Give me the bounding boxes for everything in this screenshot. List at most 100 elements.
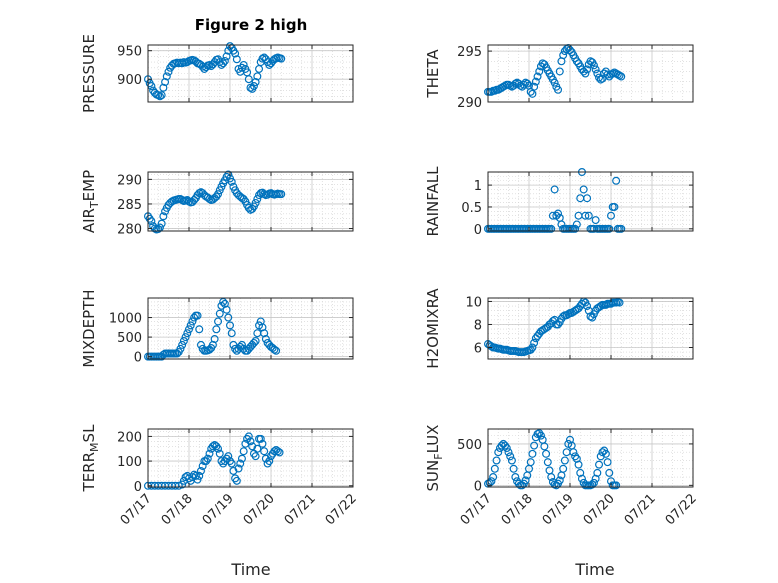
subplot-mixdepth: 0 500 1000 MIXDEPTH — [80, 289, 354, 368]
data-point — [574, 460, 583, 469]
data-point — [511, 473, 520, 482]
y-tick-label: 8 — [474, 318, 482, 333]
y-tick-label: 900 — [117, 73, 142, 88]
data-point — [528, 89, 537, 98]
y-axis-label: THETA — [424, 49, 442, 99]
data-point — [265, 457, 274, 466]
data-point — [212, 325, 221, 334]
data-point — [555, 67, 564, 76]
data-point — [210, 335, 219, 344]
y-axis-label: PRESSURE — [80, 34, 98, 113]
data-point — [550, 78, 559, 87]
data-point — [506, 81, 515, 90]
data-point — [536, 431, 545, 440]
y-tick-label: 280 — [117, 223, 142, 238]
data-point — [227, 177, 236, 186]
data-point — [511, 79, 520, 88]
data-point — [196, 340, 205, 349]
y-tick-label: 0 — [134, 351, 142, 366]
data-point — [205, 449, 214, 458]
data-point — [576, 468, 585, 477]
data-point — [231, 49, 240, 58]
data-point — [224, 452, 233, 461]
data-point — [270, 447, 279, 456]
data-point — [588, 480, 597, 489]
data-point — [591, 65, 600, 74]
y-axis-label: SUNFLUX — [424, 425, 445, 492]
data-point — [234, 464, 243, 473]
data-point — [560, 456, 569, 465]
data-point — [220, 56, 229, 65]
data-point — [246, 437, 255, 446]
data-point — [564, 310, 573, 319]
data-point — [591, 474, 600, 483]
data-point — [179, 337, 188, 346]
data-point — [605, 224, 614, 233]
data-point — [159, 83, 168, 92]
data-point — [251, 78, 260, 87]
data-point — [572, 220, 581, 229]
y-tick-label: 100 — [117, 455, 142, 470]
y-axis-label: H2OMIXRA — [424, 288, 442, 369]
y-tick-label: 10 — [465, 295, 482, 310]
data-point — [272, 346, 281, 355]
y-tick-label: 950 — [117, 45, 142, 60]
data-point — [595, 73, 604, 82]
data-point — [528, 343, 537, 352]
data-point — [530, 338, 539, 347]
data-point — [583, 194, 592, 203]
subplot-h2omixra: 6 8 10 H2OMIXRA — [424, 288, 694, 369]
x-axis-label-left: Time — [230, 560, 270, 579]
data-point — [540, 442, 549, 451]
data-point — [606, 211, 615, 220]
data-point — [185, 325, 194, 334]
data-point — [579, 185, 588, 194]
y-tick-label: 290 — [117, 173, 142, 188]
data-point — [277, 190, 286, 199]
data-point — [237, 454, 246, 463]
data-point — [554, 209, 563, 218]
axes-frame — [147, 428, 354, 488]
data-point — [183, 329, 192, 338]
data-point — [176, 344, 185, 353]
data-point — [519, 80, 528, 89]
data-point — [244, 203, 253, 212]
data-point — [528, 449, 537, 458]
data-point — [554, 85, 563, 94]
data-point — [161, 78, 170, 87]
data-point — [214, 317, 223, 326]
y-tick-label: 0 — [474, 223, 482, 238]
data-point — [260, 447, 269, 456]
data-point — [270, 345, 279, 354]
subplot-pressure: 900 950 PRESSURE — [80, 34, 354, 113]
data-point — [596, 302, 605, 311]
data-point — [617, 72, 626, 81]
data-point — [231, 344, 240, 353]
axes-frame — [487, 171, 694, 232]
data-point — [227, 459, 236, 468]
data-point — [159, 212, 168, 221]
axes-frame — [147, 171, 354, 232]
y-tick-label: 0 — [474, 479, 482, 494]
data-point — [526, 458, 535, 467]
data-point — [214, 190, 223, 199]
data-point — [227, 329, 236, 338]
data-point — [577, 474, 586, 483]
data-point — [554, 320, 563, 329]
y-tick-label: 500 — [117, 331, 142, 346]
data-point — [612, 481, 621, 490]
data-point — [605, 468, 614, 477]
data-point — [572, 454, 581, 463]
data-point — [584, 211, 593, 220]
data-point — [244, 75, 253, 84]
data-point — [154, 91, 163, 100]
data-point — [502, 444, 511, 453]
data-point — [571, 224, 580, 233]
data-point — [533, 72, 542, 81]
y-axis-label: MIXDEPTH — [80, 289, 98, 367]
data-point — [581, 211, 590, 220]
axes-frame — [147, 44, 354, 103]
subplot-air-temp: 280 285 290 AIRTEMP — [80, 170, 354, 238]
data-point — [178, 59, 187, 68]
